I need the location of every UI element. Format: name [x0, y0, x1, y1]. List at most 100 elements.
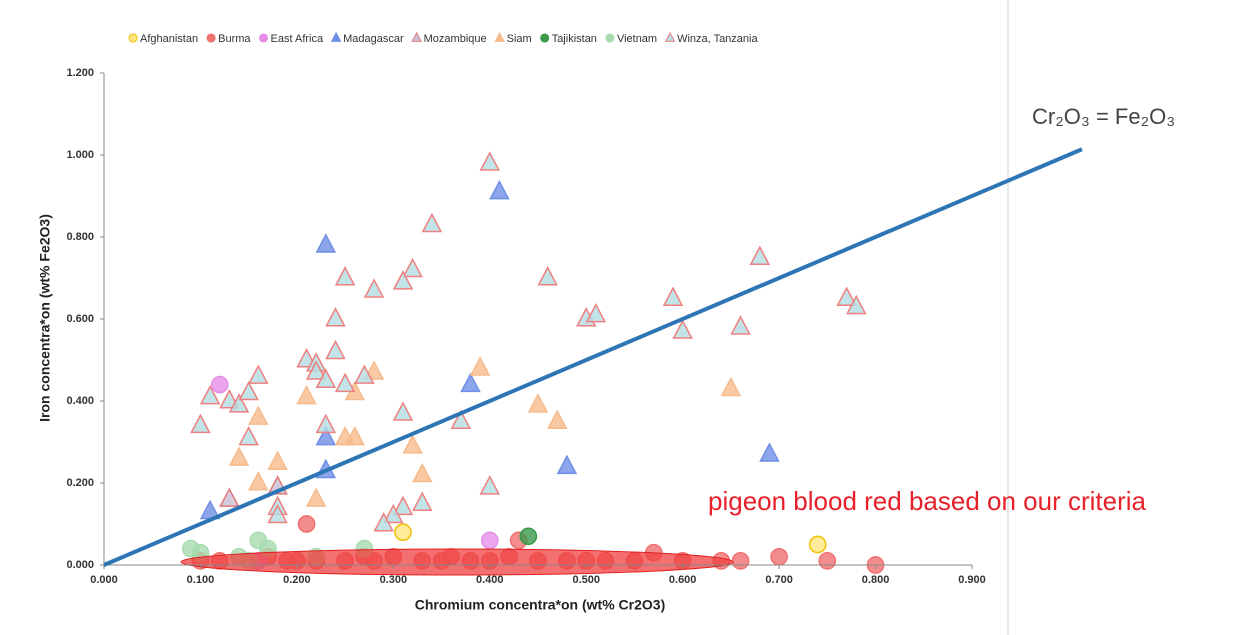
triangle-marker: [383, 503, 404, 524]
y-tick-label: 1.000: [66, 149, 94, 161]
triangle-marker: [238, 425, 259, 446]
triangle-marker: [402, 257, 423, 278]
triangle-marker: [412, 462, 433, 483]
triangle-marker: [469, 356, 491, 376]
triangle-marker: [330, 31, 342, 42]
triangle-marker: [238, 380, 259, 401]
triangle-marker: [585, 302, 607, 323]
x-tick-label: 0.300: [380, 574, 408, 586]
triangle-marker: [392, 270, 414, 290]
legend-label: Mozambique: [424, 33, 487, 45]
triangle-marker: [334, 372, 356, 393]
y-tick-label: 0.200: [66, 477, 94, 489]
triangle-marker: [392, 495, 414, 516]
circle-marker: [818, 552, 837, 570]
triangle-marker: [494, 31, 505, 42]
triangle-marker: [421, 212, 443, 233]
triangle-marker: [199, 384, 221, 405]
legend-label: Tajikistan: [552, 33, 597, 45]
triangle-marker: [373, 512, 394, 532]
triangle-marker: [836, 286, 857, 306]
triangle-marker: [296, 384, 317, 405]
triangle-marker: [315, 413, 337, 434]
circle-marker: [731, 552, 750, 570]
legend-label: Madagascar: [343, 33, 404, 45]
reference-line: [103, 147, 1083, 567]
x-tick-label: 0.900: [958, 574, 986, 586]
triangle-marker: [479, 475, 501, 495]
triangle-marker: [662, 286, 684, 306]
y-axis-title: Iron concentra*on (wt% Fe2O3): [37, 214, 53, 422]
triangle-marker: [672, 319, 693, 339]
circle-marker: [519, 527, 538, 546]
triangle-marker: [267, 450, 288, 470]
y-tick-label: 0.400: [66, 395, 94, 407]
y-tick-label: 1.200: [66, 67, 94, 79]
x-tick-label: 0.000: [90, 574, 118, 586]
legend-label: Siam: [507, 33, 532, 45]
triangle-marker: [749, 245, 771, 265]
legend-label: Burma: [218, 33, 251, 45]
circle-marker: [210, 375, 229, 394]
highlight-region: [180, 548, 734, 576]
triangle-marker: [267, 503, 288, 524]
x-tick-label: 0.700: [765, 574, 793, 586]
x-tick-label: 0.200: [283, 574, 311, 586]
triangle-marker: [489, 179, 510, 200]
triangle-marker: [334, 266, 356, 286]
triangle-marker: [248, 405, 269, 425]
triangle-marker: [412, 491, 433, 511]
triangle-marker: [527, 393, 549, 413]
circle-marker: [480, 531, 499, 550]
triangle-marker: [325, 339, 346, 360]
circle-marker: [297, 515, 316, 533]
circle-marker: [540, 33, 550, 43]
circle-marker: [808, 535, 827, 554]
triangle-marker: [411, 31, 422, 42]
triangle-marker: [460, 372, 481, 393]
triangle-marker: [720, 376, 742, 397]
legend-label: East Africa: [271, 33, 324, 45]
triangle-marker: [547, 409, 568, 429]
triangle-marker: [315, 425, 337, 446]
circle-marker: [128, 33, 138, 43]
annotation: pigeon blood red based on our criteria: [708, 486, 1147, 516]
y-tick-label: 0.800: [66, 231, 94, 243]
triangle-marker: [315, 233, 337, 253]
circle-marker: [258, 33, 269, 43]
triangle-marker: [537, 266, 558, 286]
legend-label: Vietnam: [617, 33, 657, 45]
circle-marker: [770, 547, 788, 566]
triangle-marker: [392, 401, 414, 421]
circle-marker: [605, 33, 615, 43]
triangle-marker: [190, 413, 211, 434]
triangle-marker: [248, 471, 269, 491]
triangle-marker: [479, 151, 501, 171]
triangle-marker: [228, 446, 250, 466]
triangle-marker: [556, 454, 578, 475]
triangle-marker: [228, 393, 250, 413]
legend-label: Winza, Tanzania: [677, 33, 758, 45]
x-tick-label: 0.400: [476, 574, 504, 586]
triangle-marker: [305, 360, 327, 380]
triangle-marker: [450, 409, 472, 429]
triangle-marker: [846, 294, 867, 315]
triangle-marker: [402, 434, 423, 454]
x-tick-label: 0.500: [572, 574, 600, 586]
triangle-marker: [730, 315, 751, 335]
circle-marker: [206, 33, 216, 43]
x-axis-title: Chromium concentra*on (wt% Cr2O3): [415, 597, 665, 613]
triangle-marker: [354, 364, 375, 384]
line-label: Cr₂O₃ = Fe₂O₃: [1032, 104, 1175, 129]
x-tick-label: 0.100: [187, 574, 215, 586]
circle-marker: [394, 523, 412, 542]
triangle-marker: [664, 31, 676, 42]
triangle-marker: [248, 364, 269, 384]
triangle-marker: [363, 278, 385, 298]
triangle-marker: [759, 442, 780, 462]
legend-label: Afghanistan: [140, 33, 198, 45]
y-tick-label: 0.600: [66, 313, 94, 325]
triangle-marker: [305, 487, 327, 507]
triangle-marker: [344, 425, 365, 446]
